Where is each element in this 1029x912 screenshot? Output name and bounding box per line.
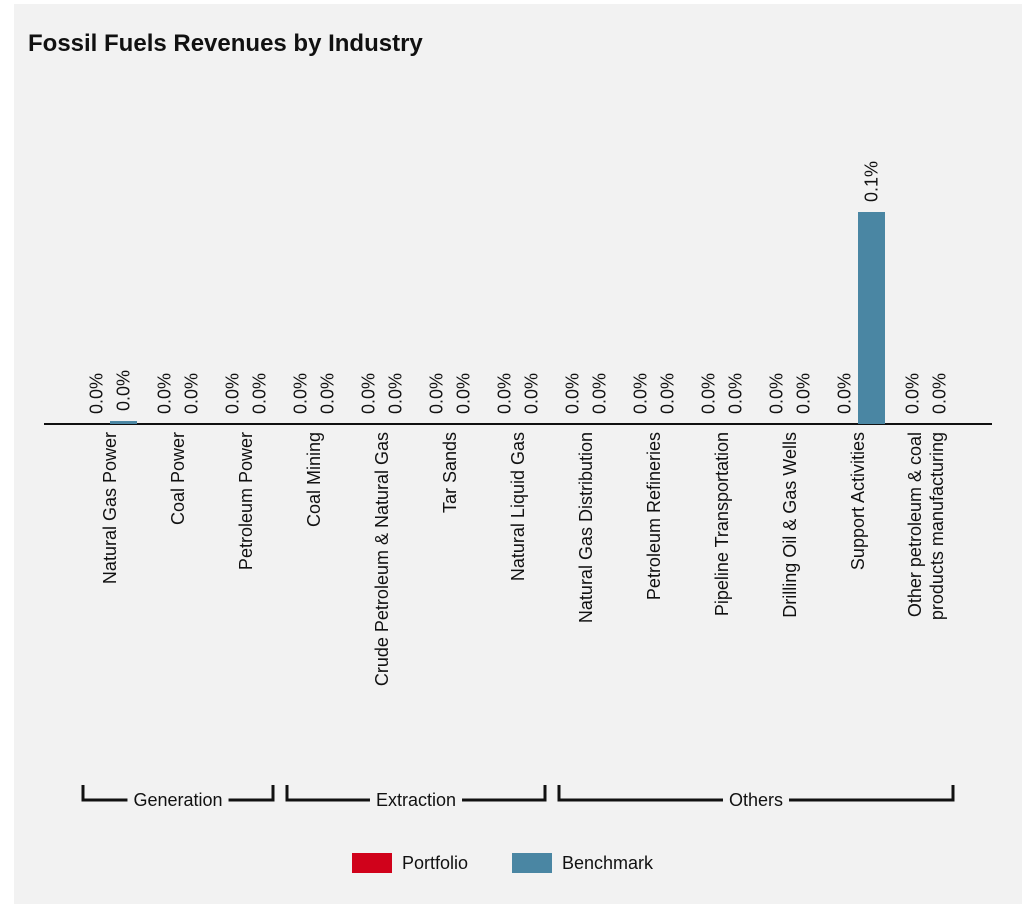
chart-background [14, 4, 1022, 904]
legend-label: Benchmark [562, 853, 654, 873]
value-label: 0.0% [495, 373, 515, 414]
chart-title: Fossil Fuels Revenues by Industry [28, 30, 423, 57]
value-label: 0.0% [155, 373, 175, 414]
group-bracket [81, 785, 275, 802]
value-label: 0.0% [794, 373, 814, 414]
x-tick-label: Petroleum Power [236, 432, 256, 570]
value-label: 0.0% [454, 373, 474, 414]
group-bracket [557, 785, 955, 802]
legend-swatch [512, 853, 552, 873]
value-label: 0.0% [291, 373, 311, 414]
x-tick-label: Other petroleum & coalproducts manufactu… [905, 432, 947, 620]
value-label: 0.0% [631, 373, 651, 414]
value-label: 0.0% [250, 373, 270, 414]
x-tick-label: Tar Sands [440, 432, 460, 513]
x-tick-label: Crude Petroleum & Natural Gas [372, 432, 392, 686]
value-label: 0.0% [182, 373, 202, 414]
value-label: 0.0% [590, 373, 610, 414]
group-label: Others [729, 790, 783, 810]
x-tick-label: Natural Gas Distribution [576, 432, 596, 623]
value-label: 0.0% [767, 373, 787, 414]
x-tick-label: Coal Mining [304, 432, 324, 527]
x-tick-label: Natural Gas Power [100, 432, 120, 584]
value-label: 0.0% [359, 373, 379, 414]
x-tick-label: Pipeline Transportation [712, 432, 732, 616]
group-label: Extraction [376, 790, 456, 810]
value-label: 0.0% [522, 373, 542, 414]
x-tick-label: Support Activities [848, 432, 868, 570]
x-tick-label: Drilling Oil & Gas Wells [780, 432, 800, 618]
legend-swatch [352, 853, 392, 873]
value-label: 0.0% [930, 373, 950, 414]
group-bracket [285, 785, 547, 802]
value-label: 0.0% [87, 373, 107, 414]
value-label: 0.1% [862, 161, 882, 202]
value-label: 0.0% [114, 370, 134, 411]
value-label: 0.0% [658, 373, 678, 414]
bar [858, 212, 885, 424]
legend-label: Portfolio [402, 853, 468, 873]
value-label: 0.0% [726, 373, 746, 414]
value-label: 0.0% [386, 373, 406, 414]
x-tick-label: Petroleum Refineries [644, 432, 664, 600]
value-label: 0.0% [318, 373, 338, 414]
value-label: 0.0% [699, 373, 719, 414]
value-label: 0.0% [427, 373, 447, 414]
value-label: 0.0% [903, 373, 923, 414]
group-label: Generation [133, 790, 222, 810]
x-tick-label: Natural Liquid Gas [508, 432, 528, 581]
value-label: 0.0% [223, 373, 243, 414]
value-label: 0.0% [563, 373, 583, 414]
value-label: 0.0% [835, 373, 855, 414]
bar [110, 421, 137, 424]
x-tick-label: Coal Power [168, 432, 188, 525]
